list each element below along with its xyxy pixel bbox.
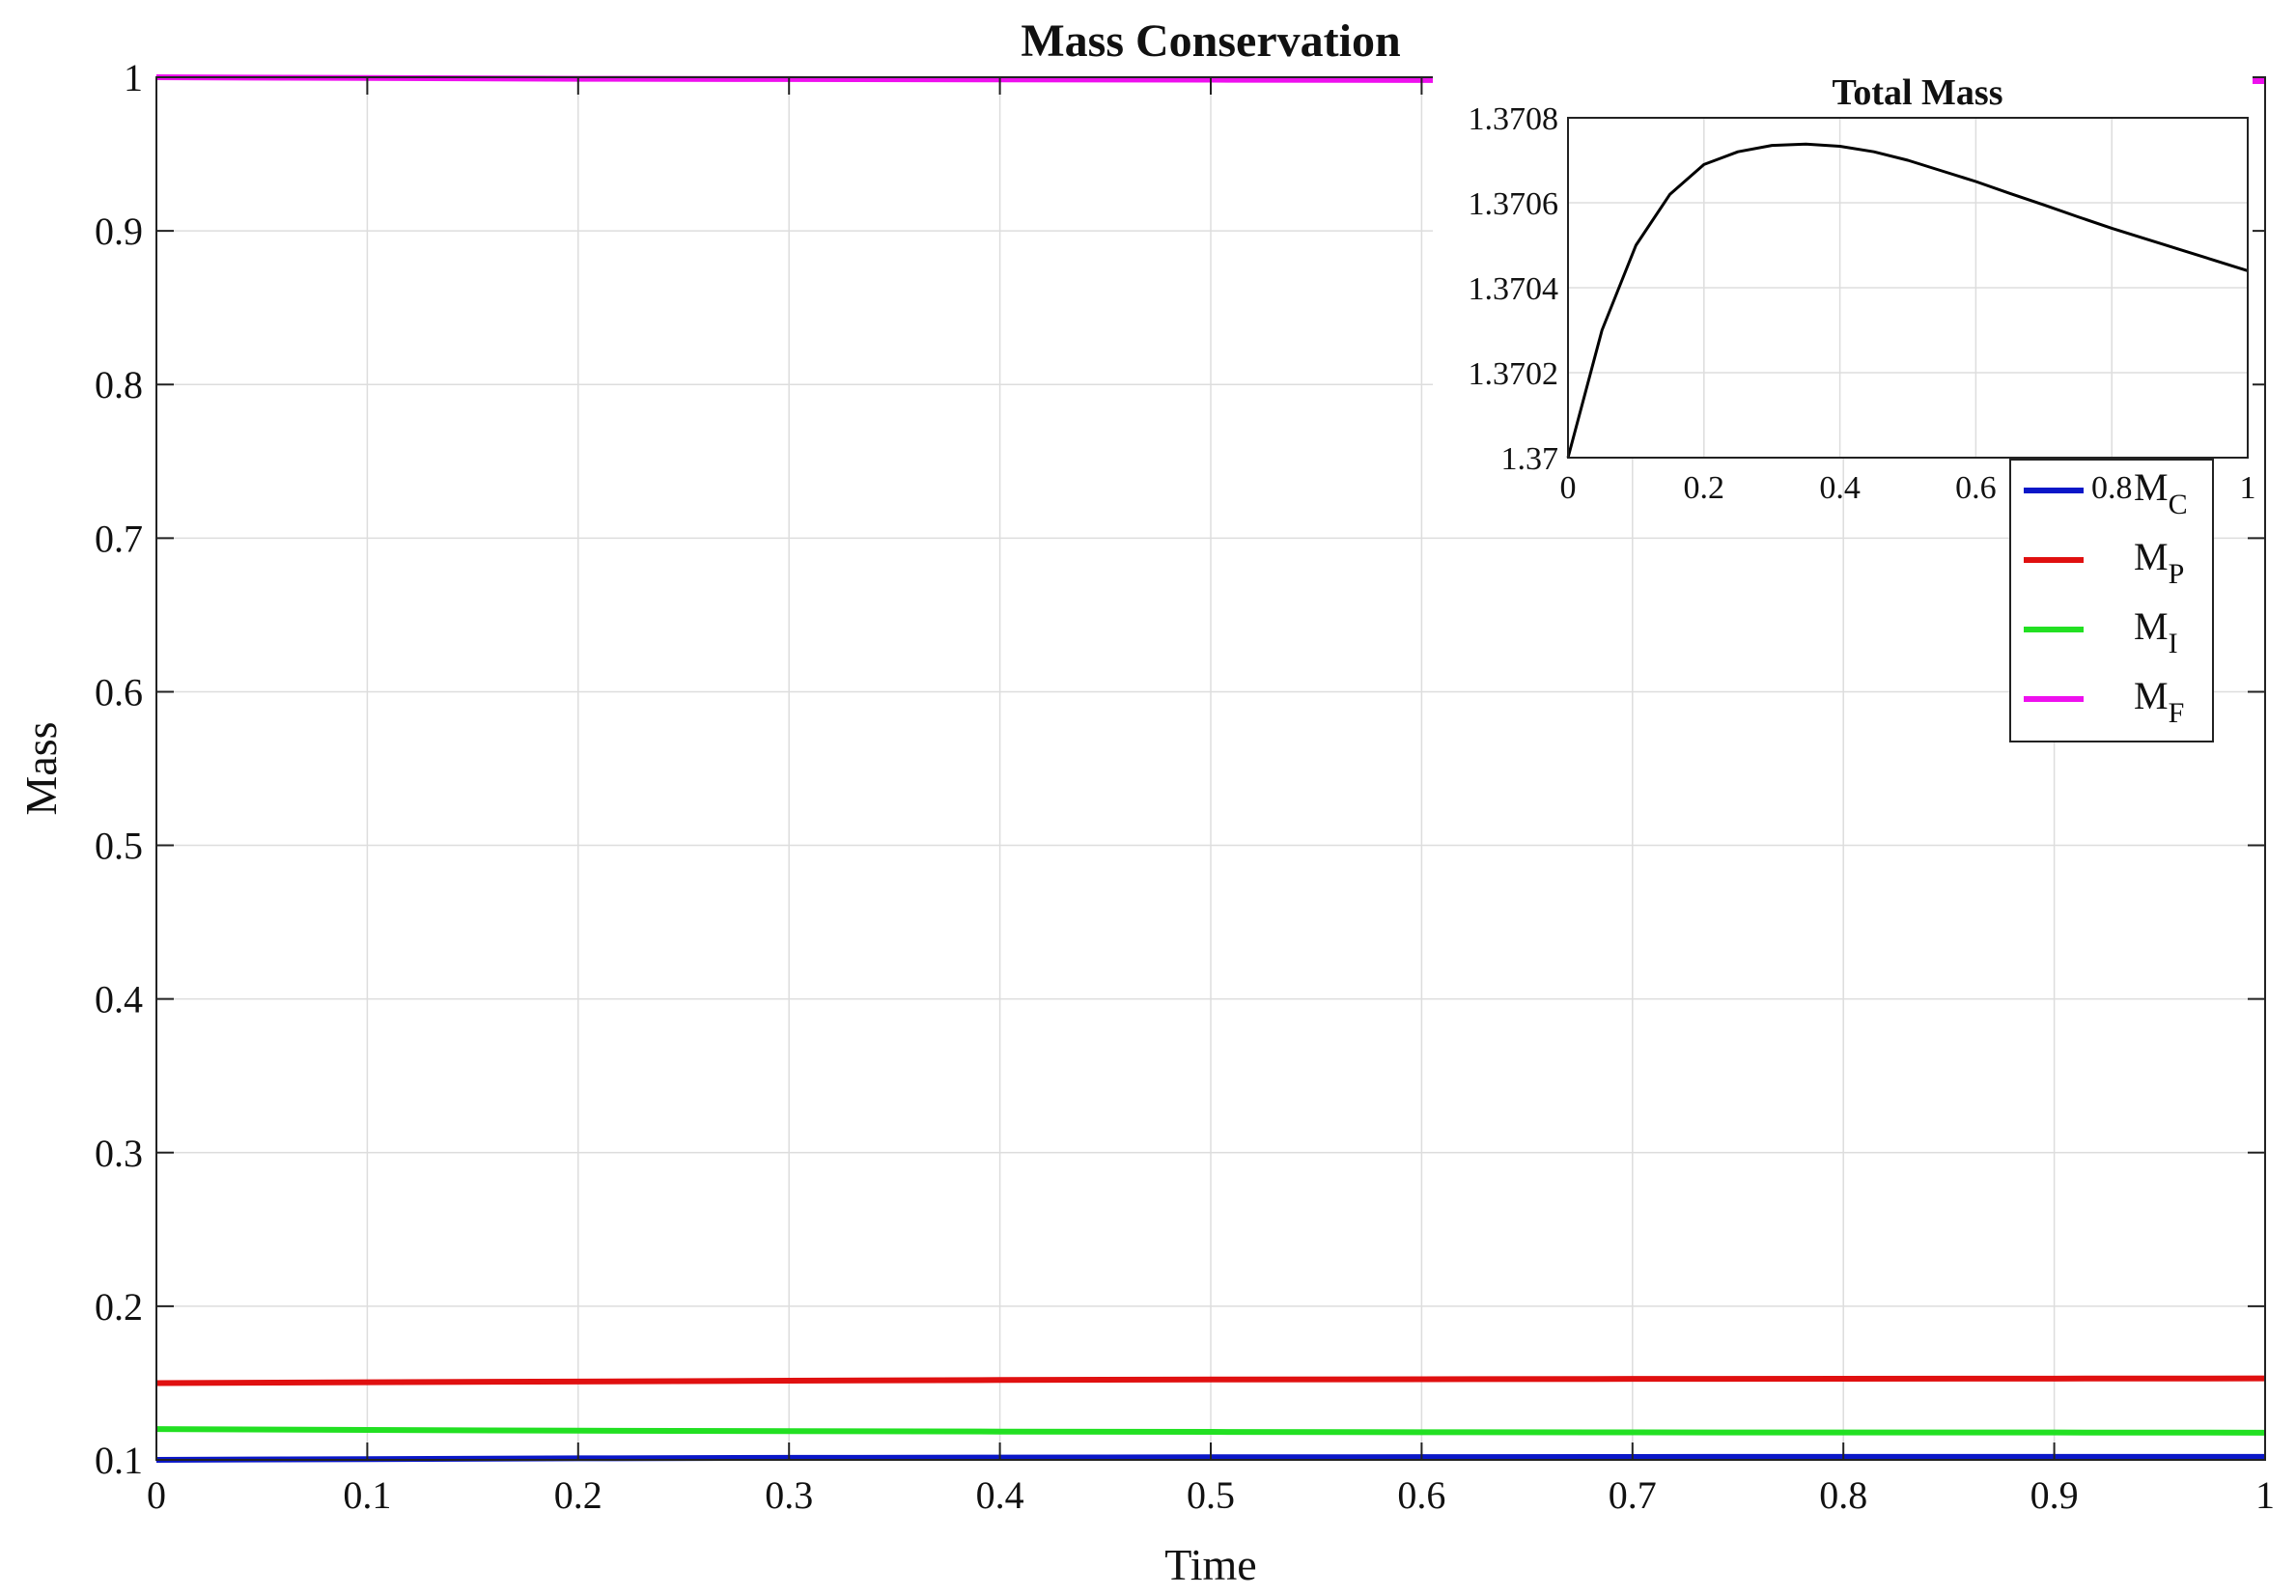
x-tick-label: 0.7 xyxy=(1609,1473,1657,1517)
legend-entry: MC xyxy=(2134,465,2188,520)
y-tick-label: 0.7 xyxy=(95,517,143,560)
y-tick-label: 0.2 xyxy=(95,1285,143,1329)
legend: MC MP MI MF xyxy=(2009,459,2214,742)
inset-y-tick-label: 1.3708 xyxy=(1469,101,1559,137)
main-y-tick-labels: 0.1 0.2 0.3 0.4 0.5 0.6 0.7 0.8 0.9 1 xyxy=(95,56,143,1482)
series-line-m-i xyxy=(155,1426,2266,1436)
inset-y-tick-label: 1.37 xyxy=(1501,441,1559,477)
inset-y-tick-labels: 1.37 1.3702 1.3704 1.3706 1.3708 xyxy=(1469,101,1559,477)
x-tick-label: 0.2 xyxy=(554,1473,602,1517)
inset-grid xyxy=(1568,118,2248,458)
y-tick-label: 0.9 xyxy=(95,210,143,253)
inset-title: Total Mass xyxy=(1832,72,2002,113)
inset-series-group xyxy=(1566,142,2249,459)
inset-background xyxy=(1433,60,2253,458)
series-line-m-p xyxy=(155,1375,2266,1386)
y-tick-label: 0.1 xyxy=(95,1439,143,1482)
legend-entry: MF xyxy=(2134,674,2184,729)
x-tick-label: 1 xyxy=(2255,1473,2275,1517)
x-tick-label: 0 xyxy=(147,1473,166,1517)
legend-entry: MI xyxy=(2134,604,2178,659)
chart-title: Mass Conservation xyxy=(1021,15,1400,67)
x-tick-label: 0.8 xyxy=(1819,1473,1867,1517)
x-tick-label: 0.5 xyxy=(1187,1473,1235,1517)
y-tick-label: 0.8 xyxy=(95,363,143,406)
inset-y-tick-label: 1.3706 xyxy=(1469,186,1559,222)
inset-x-tick-label: 0 xyxy=(1560,470,1577,506)
y-tick-label: 0.6 xyxy=(95,670,143,714)
y-tick-label: 0.3 xyxy=(95,1132,143,1175)
inset-total-mass: 0 0.2 0.4 0.6 0.8 1 1.371.37021.37041.37061.3… xyxy=(1433,60,2256,506)
y-axis-label: Mass xyxy=(16,721,66,815)
inset-x-tick-label: 0.2 xyxy=(1684,470,1725,506)
x-tick-label: 0.9 xyxy=(2030,1473,2079,1517)
inset-plot-frame xyxy=(1567,117,2249,459)
y-tick-label: 0.5 xyxy=(95,825,143,868)
inset-total-mass-line xyxy=(1566,142,2249,459)
inset-x-tick-label: 0.6 xyxy=(1955,470,1997,506)
x-tick-label: 0.1 xyxy=(343,1473,391,1517)
inset-x-tick-label: 0.8 xyxy=(2091,470,2133,506)
inset-x-tick-label: 1 xyxy=(2240,470,2256,506)
inset-x-tick-label: 0.4 xyxy=(1819,470,1861,506)
y-tick-label: 1 xyxy=(124,56,143,99)
x-tick-label: 0.3 xyxy=(765,1473,813,1517)
x-axis-label: Time xyxy=(1164,1540,1256,1589)
x-tick-label: 0.4 xyxy=(976,1473,1024,1517)
inset-x-tick-labels: 0 0.2 0.4 0.6 0.8 1 xyxy=(1560,470,2256,506)
x-tick-label: 0.6 xyxy=(1397,1473,1445,1517)
inset-y-tick-label: 1.3702 xyxy=(1469,356,1559,392)
y-tick-label: 0.4 xyxy=(95,978,143,1022)
inset-y-tick-label: 1.3704 xyxy=(1469,271,1559,307)
main-x-tick-labels: 0 0.1 0.2 0.3 0.4 0.5 0.6 0.7 0.8 0.9 1 xyxy=(147,1473,2275,1517)
legend-box xyxy=(2009,459,2214,742)
legend-entry: MP xyxy=(2134,535,2184,590)
